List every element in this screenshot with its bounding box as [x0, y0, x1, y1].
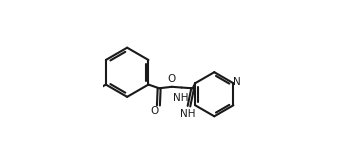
Text: O: O	[168, 74, 176, 84]
Text: NH: NH	[173, 93, 189, 103]
Text: N: N	[233, 77, 241, 87]
Text: NH: NH	[180, 109, 195, 119]
Text: O: O	[151, 106, 159, 116]
